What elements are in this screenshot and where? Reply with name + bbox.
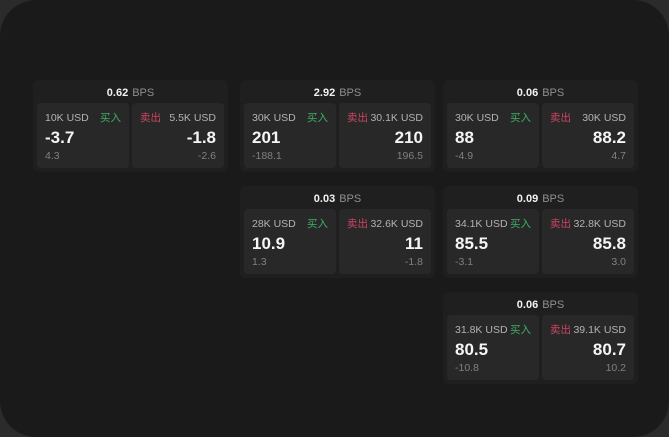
sell-delta: -2.6 (197, 150, 216, 162)
sell-amount: 39.1K USD (573, 324, 626, 336)
buy-amount: 31.8K USD (455, 324, 508, 336)
buy-side-label: 买入 (510, 218, 531, 230)
quote-card-3: 0.06 BPS 30K USD 买入 88 -4.9 卖出 30K USD 8… (443, 80, 638, 172)
buy-side-label: 买入 (510, 324, 531, 336)
sell-delta: 4.7 (611, 150, 626, 162)
bps-unit-label: BPS (542, 299, 565, 311)
sell-amount: 30.1K USD (370, 112, 423, 124)
buy-delta: 1.3 (252, 256, 267, 268)
sell-amount: 30K USD (582, 112, 626, 124)
sell-price: 88.2 (592, 127, 626, 147)
buy-amount: 28K USD (252, 218, 296, 230)
buy-delta: 4.3 (45, 150, 60, 162)
buy-amount: 10K USD (45, 112, 89, 124)
buy-amount: 34.1K USD (455, 218, 508, 230)
sell-price: 80.7 (592, 339, 626, 359)
quote-card-4: 0.03 BPS 28K USD 买入 10.9 1.3 卖出 32.6K US… (240, 186, 435, 278)
buy-cell[interactable]: 31.8K USD 买入 80.5 -10.8 (447, 315, 539, 380)
sell-cell[interactable]: 卖出 32.6K USD 11 -1.8 (339, 209, 431, 274)
sell-cell[interactable]: 卖出 32.8K USD 85.8 3.0 (542, 209, 634, 274)
buy-amount: 30K USD (252, 112, 296, 124)
buy-delta: -3.1 (455, 256, 474, 268)
sell-delta: 10.2 (605, 362, 626, 374)
buy-side-label: 买入 (307, 112, 328, 124)
sell-price: 11 (405, 233, 423, 253)
bps-value: 0.09 (516, 193, 539, 205)
buy-price: -3.7 (45, 127, 75, 147)
sell-side-label: 卖出 (347, 218, 368, 230)
buy-delta: -10.8 (455, 362, 479, 374)
bps-unit-label: BPS (339, 193, 362, 205)
bps-value: 0.06 (516, 299, 539, 311)
sell-price: 210 (394, 127, 423, 147)
bps-unit-label: BPS (542, 193, 565, 205)
buy-cell[interactable]: 34.1K USD 买入 85.5 -3.1 (447, 209, 539, 274)
sell-side-label: 卖出 (140, 112, 161, 124)
bps-unit-label: BPS (542, 87, 565, 99)
sell-amount: 5.5K USD (169, 112, 216, 124)
sell-side-label: 卖出 (550, 112, 571, 124)
sell-price: -1.8 (186, 127, 216, 147)
sell-cell[interactable]: 卖出 30K USD 88.2 4.7 (542, 103, 634, 168)
card-header: 0.03 BPS (244, 190, 431, 209)
buy-price: 80.5 (455, 339, 489, 359)
buy-amount: 30K USD (455, 112, 499, 124)
card-header: 2.92 BPS (244, 84, 431, 103)
sell-delta: 196.5 (396, 150, 423, 162)
buy-side-label: 买入 (510, 112, 531, 124)
buy-cell[interactable]: 30K USD 买入 201 -188.1 (244, 103, 336, 168)
sell-side-label: 卖出 (550, 218, 571, 230)
buy-side-label: 买入 (307, 218, 328, 230)
buy-side-label: 买入 (100, 112, 121, 124)
sell-amount: 32.8K USD (573, 218, 626, 230)
card-header: 0.62 BPS (37, 84, 224, 103)
sell-cell[interactable]: 卖出 5.5K USD -1.8 -2.6 (132, 103, 224, 168)
bps-value: 0.03 (313, 193, 336, 205)
quote-card-1: 0.62 BPS 10K USD 买入 -3.7 4.3 卖出 5.5K USD… (33, 80, 228, 172)
sell-side-label: 卖出 (550, 324, 571, 336)
buy-cell[interactable]: 30K USD 买入 88 -4.9 (447, 103, 539, 168)
bps-unit-label: BPS (339, 87, 362, 99)
card-header: 0.06 BPS (447, 84, 634, 103)
sell-cell[interactable]: 卖出 30.1K USD 210 196.5 (339, 103, 431, 168)
sell-delta: -1.8 (404, 256, 423, 268)
sell-amount: 32.6K USD (370, 218, 423, 230)
buy-delta: -4.9 (455, 150, 474, 162)
sell-delta: 3.0 (611, 256, 626, 268)
bps-value: 2.92 (313, 87, 336, 99)
buy-cell[interactable]: 28K USD 买入 10.9 1.3 (244, 209, 336, 274)
buy-price: 85.5 (455, 233, 489, 253)
buy-delta: -188.1 (252, 150, 282, 162)
card-header: 0.06 BPS (447, 296, 634, 315)
quote-card-6: 0.06 BPS 31.8K USD 买入 80.5 -10.8 卖出 39.1… (443, 292, 638, 384)
buy-price: 201 (252, 127, 281, 147)
sell-cell[interactable]: 卖出 39.1K USD 80.7 10.2 (542, 315, 634, 380)
buy-price: 88 (455, 127, 474, 147)
buy-price: 10.9 (252, 233, 286, 253)
bps-unit-label: BPS (132, 87, 155, 99)
buy-cell[interactable]: 10K USD 买入 -3.7 4.3 (37, 103, 129, 168)
quote-card-5: 0.09 BPS 34.1K USD 买入 85.5 -3.1 卖出 32.8K… (443, 186, 638, 278)
bps-value: 0.62 (106, 87, 129, 99)
quote-card-2: 2.92 BPS 30K USD 买入 201 -188.1 卖出 30.1K … (240, 80, 435, 172)
sell-side-label: 卖出 (347, 112, 368, 124)
card-header: 0.09 BPS (447, 190, 634, 209)
sell-price: 85.8 (592, 233, 626, 253)
bps-value: 0.06 (516, 87, 539, 99)
